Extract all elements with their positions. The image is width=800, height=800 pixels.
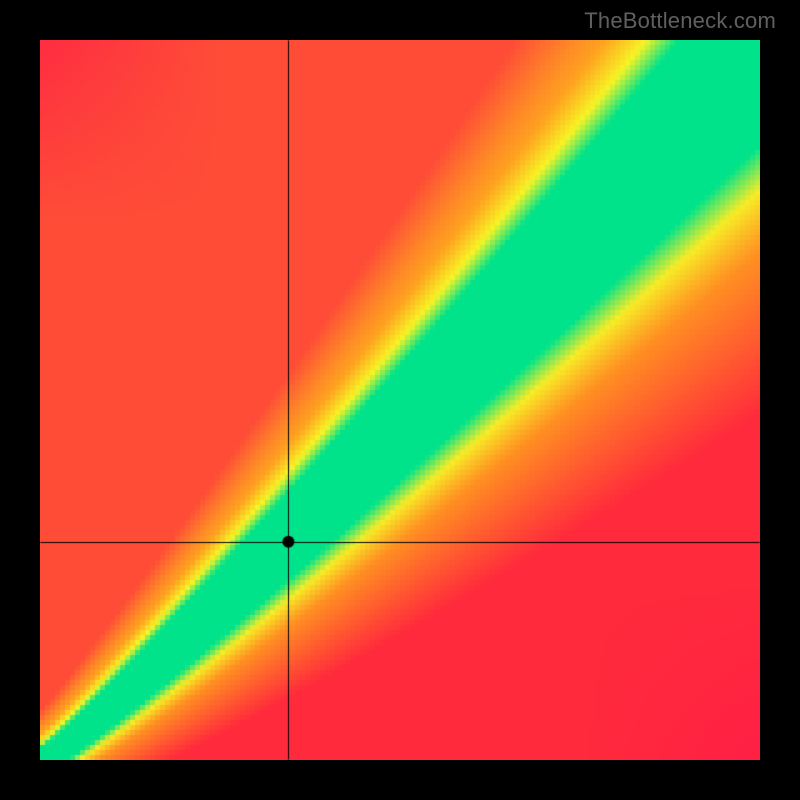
chart-area — [40, 40, 760, 760]
watermark-text: TheBottleneck.com — [584, 8, 776, 34]
heatmap-canvas — [40, 40, 760, 760]
chart-frame: TheBottleneck.com — [0, 0, 800, 800]
